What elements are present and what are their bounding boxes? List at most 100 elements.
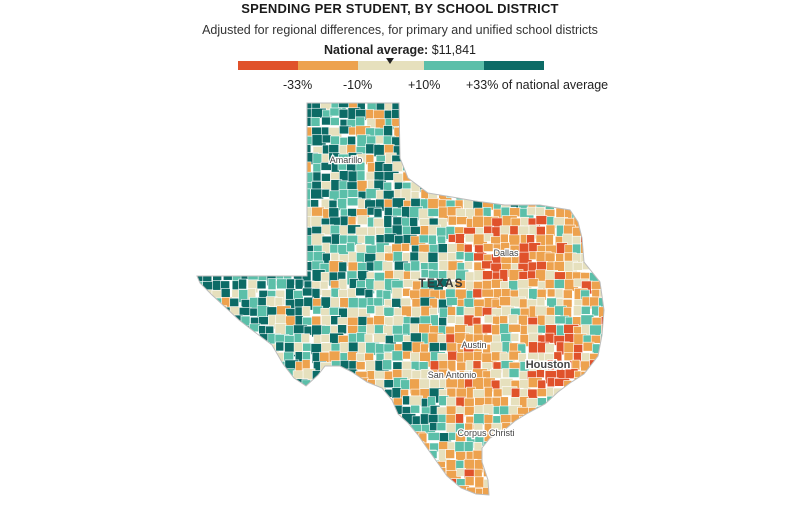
district-cell [544, 181, 555, 197]
district-cell [265, 461, 280, 473]
district-cell [302, 478, 316, 491]
district-cell [212, 341, 224, 352]
district-cell [502, 485, 513, 495]
district-cell [267, 234, 282, 250]
district-cell [231, 368, 244, 378]
district-cell [609, 234, 622, 247]
district-cell [599, 362, 604, 376]
district-cell [491, 191, 501, 205]
district-cell [401, 442, 418, 456]
district-cell [197, 296, 208, 308]
district-cell [213, 459, 226, 470]
district-cell [400, 424, 410, 433]
district-cell [247, 103, 262, 112]
district-cell [610, 370, 623, 378]
district-cell [428, 155, 438, 169]
district-cell [545, 233, 554, 247]
district-cell [220, 359, 231, 369]
district-cell [211, 206, 227, 222]
district-cell [285, 127, 301, 142]
district-cell [249, 199, 264, 209]
district-cell [197, 261, 208, 271]
district-cell [553, 117, 565, 127]
national-average: National average: $11,841 [0, 43, 800, 57]
district-cell [274, 253, 286, 265]
district-cell [492, 161, 503, 171]
district-cell [384, 406, 397, 421]
district-cell [284, 431, 297, 441]
district-cell [274, 494, 285, 495]
district-cell [573, 386, 583, 402]
district-cell [294, 226, 309, 239]
district-cell [331, 386, 340, 399]
district-cell [393, 126, 409, 139]
district-cell [384, 433, 400, 443]
district-cell [610, 270, 622, 285]
district-cell [232, 496, 245, 500]
district-cell [197, 415, 206, 428]
district-cell [285, 136, 298, 152]
district-cell [528, 486, 543, 495]
district-cell [222, 443, 232, 459]
district-cell [274, 396, 286, 411]
district-cell [411, 152, 428, 168]
district-cell [266, 215, 281, 224]
district-cell [230, 197, 242, 208]
district-cell [203, 334, 213, 343]
district-cell [285, 117, 300, 132]
district-cell [258, 153, 270, 163]
district-cell [535, 103, 551, 113]
district-cell [382, 261, 393, 272]
district-cell [203, 389, 213, 403]
district-cell [302, 188, 311, 202]
district-cell [241, 216, 251, 232]
district-cell [583, 487, 598, 495]
district-cell [284, 109, 299, 122]
district-cell [329, 117, 340, 126]
district-cell [563, 103, 576, 108]
district-cell [536, 388, 548, 397]
district-cell [599, 162, 604, 172]
district-cell [545, 153, 560, 164]
district-cell [409, 136, 424, 150]
district-cell [347, 405, 359, 415]
district-cell [527, 449, 544, 463]
district-cell [311, 441, 326, 454]
district-cell [583, 496, 594, 500]
district-cell [223, 314, 234, 324]
district-cell [211, 109, 223, 120]
district-cell [240, 152, 253, 167]
district-cell [483, 118, 494, 131]
district-cell [571, 467, 582, 481]
district-cell [483, 143, 498, 153]
district-cell [545, 469, 559, 483]
district-cell [518, 242, 530, 254]
district-cell [276, 162, 286, 175]
district-cell [312, 396, 324, 406]
district-cell [311, 425, 321, 435]
legend-bin-3 [358, 61, 424, 70]
district-cell [241, 170, 250, 187]
district-cell [555, 449, 569, 458]
district-cell [222, 494, 239, 495]
district-cell [384, 451, 401, 461]
district-cell [563, 468, 579, 483]
district-cell [556, 154, 571, 166]
district-cell [230, 414, 245, 430]
district-cell [589, 251, 599, 266]
district-cell [266, 370, 280, 383]
district-cell [293, 109, 302, 120]
district-cell [482, 459, 492, 468]
district-cell [232, 449, 246, 461]
district-cell [238, 103, 251, 116]
district-cell [572, 496, 587, 500]
district-cell [247, 469, 263, 478]
district-cell [608, 263, 621, 277]
district-cell [197, 458, 207, 473]
district-cell [517, 161, 528, 176]
district-cell [573, 152, 583, 162]
district-cell [573, 442, 588, 456]
district-cell [573, 477, 585, 486]
district-cell [562, 477, 574, 489]
district-cell [265, 387, 278, 397]
